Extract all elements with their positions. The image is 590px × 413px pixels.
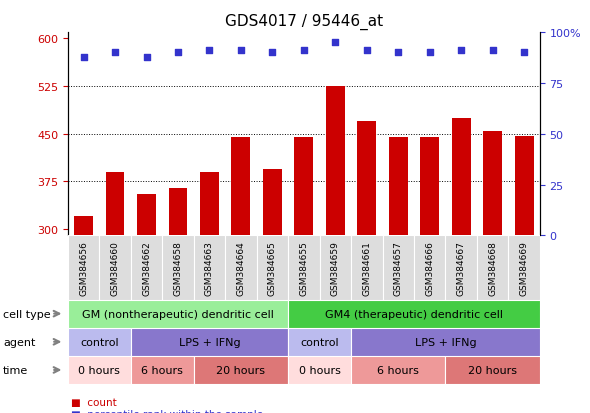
Text: agent: agent [3, 337, 35, 347]
Bar [231, 138, 250, 413]
Bar [131, 356, 194, 384]
Bar [68, 328, 131, 356]
Bar [420, 138, 439, 413]
Bar [169, 188, 188, 413]
Title: GDS4017 / 95446_at: GDS4017 / 95446_at [225, 14, 383, 30]
Text: GSM384660: GSM384660 [110, 240, 120, 295]
Text: GSM384669: GSM384669 [520, 240, 529, 295]
Text: LPS + IFNg: LPS + IFNg [415, 337, 476, 347]
Bar [320, 236, 351, 300]
Text: 0 hours: 0 hours [299, 365, 340, 375]
Point [236, 48, 245, 55]
Bar [351, 236, 382, 300]
Point [79, 54, 88, 61]
Point [394, 50, 403, 57]
Text: GSM384667: GSM384667 [457, 240, 466, 295]
Bar [74, 217, 93, 413]
Text: GSM384662: GSM384662 [142, 240, 151, 295]
Text: GSM384659: GSM384659 [331, 240, 340, 295]
Bar [106, 173, 124, 413]
Point [362, 48, 372, 55]
Bar [137, 195, 156, 413]
Bar [326, 87, 345, 413]
Point [173, 50, 183, 57]
Text: GSM384656: GSM384656 [79, 240, 88, 295]
Text: GSM384666: GSM384666 [425, 240, 434, 295]
Text: GSM384661: GSM384661 [362, 240, 371, 295]
Text: 6 hours: 6 hours [378, 365, 419, 375]
Point [519, 50, 529, 57]
Bar [194, 356, 288, 384]
Bar [194, 236, 225, 300]
Bar [68, 356, 131, 384]
Text: time: time [3, 365, 28, 375]
Text: GSM384665: GSM384665 [268, 240, 277, 295]
Bar [131, 328, 288, 356]
Text: GSM384668: GSM384668 [488, 240, 497, 295]
Bar [200, 173, 219, 413]
Bar [131, 236, 162, 300]
Point [299, 48, 309, 55]
Bar [389, 138, 408, 413]
Bar [477, 236, 509, 300]
Text: cell type: cell type [3, 309, 51, 319]
Bar [225, 236, 257, 300]
Point [205, 48, 214, 55]
Point [330, 40, 340, 47]
Bar [509, 236, 540, 300]
Bar [514, 136, 533, 413]
Text: GSM384663: GSM384663 [205, 240, 214, 295]
Text: 20 hours: 20 hours [468, 365, 517, 375]
Bar [445, 236, 477, 300]
Point [425, 50, 434, 57]
Bar [294, 138, 313, 413]
Text: GSM384657: GSM384657 [394, 240, 403, 295]
Bar [358, 122, 376, 413]
Bar [162, 236, 194, 300]
Text: ■  percentile rank within the sample: ■ percentile rank within the sample [71, 409, 263, 413]
Point [488, 48, 497, 55]
Bar [445, 356, 540, 384]
Text: control: control [80, 337, 119, 347]
Text: GSM384655: GSM384655 [299, 240, 309, 295]
Point [268, 50, 277, 57]
Text: GSM384664: GSM384664 [237, 240, 245, 295]
Bar [414, 236, 445, 300]
Bar [382, 236, 414, 300]
Text: 6 hours: 6 hours [142, 365, 183, 375]
Bar [257, 236, 288, 300]
Point [457, 48, 466, 55]
Bar [263, 169, 282, 413]
Text: ■  count: ■ count [71, 397, 117, 407]
Bar [351, 328, 540, 356]
Bar [452, 119, 471, 413]
Text: 20 hours: 20 hours [217, 365, 266, 375]
Bar [68, 300, 288, 328]
Bar [288, 236, 320, 300]
Bar [483, 131, 502, 413]
Text: GSM384658: GSM384658 [173, 240, 182, 295]
Text: LPS + IFNg: LPS + IFNg [179, 337, 240, 347]
Point [142, 54, 151, 61]
Bar [288, 328, 351, 356]
Text: GM4 (therapeutic) dendritic cell: GM4 (therapeutic) dendritic cell [325, 309, 503, 319]
Bar [288, 356, 351, 384]
Bar [351, 356, 445, 384]
Bar [288, 300, 540, 328]
Text: control: control [300, 337, 339, 347]
Bar [99, 236, 131, 300]
Text: 0 hours: 0 hours [78, 365, 120, 375]
Text: GM (nontherapeutic) dendritic cell: GM (nontherapeutic) dendritic cell [82, 309, 274, 319]
Bar [68, 236, 99, 300]
Point [110, 50, 120, 57]
